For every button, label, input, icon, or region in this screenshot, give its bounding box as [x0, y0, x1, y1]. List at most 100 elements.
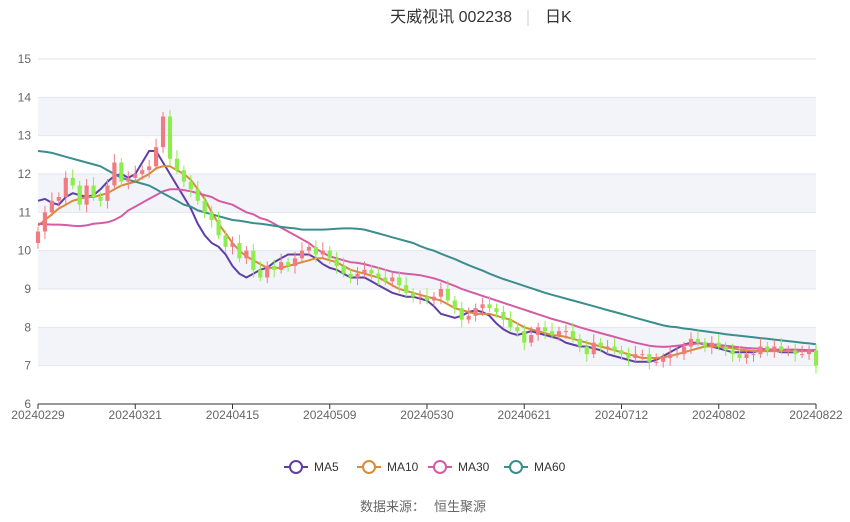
candle-body: [723, 346, 728, 351]
chart-period[interactable]: 日K: [545, 9, 572, 26]
candle-body: [404, 285, 409, 293]
candle-body: [480, 304, 485, 309]
candle-body: [133, 174, 138, 178]
y-tick-label: 9: [24, 282, 31, 296]
candle-body: [91, 185, 96, 197]
candle-body: [341, 266, 346, 274]
y-tick-label: 13: [18, 129, 32, 143]
candle-body: [306, 246, 311, 251]
candle-body: [668, 354, 673, 358]
grid-band: [38, 97, 816, 136]
candle-body: [598, 342, 603, 347]
candle-body: [612, 346, 617, 351]
candle-body: [279, 262, 284, 270]
candle-body: [369, 269, 374, 274]
candle-body: [758, 346, 763, 355]
grid: 6 7 8 9 10 11 12 13 14 15: [18, 52, 816, 411]
candle-body: [633, 354, 638, 358]
candle-body: [577, 338, 582, 347]
candle-body: [84, 185, 89, 205]
candle-body: [765, 346, 770, 351]
candle-body: [674, 354, 680, 356]
legend[interactable]: MA5 MA10 MA30 MA60: [284, 460, 566, 474]
candle-body: [806, 350, 812, 355]
legend-marker-ma10: [362, 460, 376, 474]
candle-body: [772, 346, 777, 351]
x-tick-label: 20240802: [692, 408, 746, 422]
y-tick-label: 10: [18, 244, 32, 258]
candle-body: [244, 250, 249, 259]
candle-body: [515, 327, 520, 332]
candle-body: [549, 331, 555, 335]
candle-body: [327, 250, 332, 259]
candle-body: [813, 350, 819, 366]
y-tick-label: 15: [18, 52, 32, 66]
legend-marker-ma30: [433, 460, 447, 474]
legend-label-ma10: MA10: [387, 460, 419, 474]
candle-body: [494, 308, 499, 312]
candle-body: [35, 231, 41, 243]
candle-body: [216, 220, 221, 236]
candle-body: [265, 266, 270, 278]
candle-body: [355, 273, 360, 278]
candle-body: [147, 166, 152, 171]
candle-body: [681, 346, 687, 355]
candle-body: [119, 162, 124, 182]
candle-body: [730, 350, 735, 355]
y-tick-label: 12: [18, 167, 32, 181]
candle-body: [709, 342, 714, 347]
chart-title: 天威视讯 002238: [390, 8, 512, 26]
candle-body: [793, 350, 798, 355]
candle-body: [209, 212, 214, 220]
candle-body: [272, 266, 277, 270]
candle-body: [126, 177, 131, 182]
ma-line-ma60: [37, 150, 817, 346]
candle-body: [779, 346, 784, 351]
candle-body: [800, 354, 805, 356]
source-label: 数据来源：: [360, 499, 425, 514]
x-tick-label: 20240229: [11, 408, 65, 422]
candle-body: [56, 197, 61, 201]
candle-body: [744, 354, 749, 358]
candle-body: [313, 246, 318, 255]
candle-body: [466, 315, 471, 320]
legend-marker-ma5: [289, 460, 303, 474]
x-tick-label: 20240321: [109, 408, 163, 422]
candle-body: [570, 331, 575, 339]
candle-body: [397, 277, 402, 286]
candle-body: [431, 296, 437, 301]
source-name: 恒生聚源: [434, 499, 486, 514]
candle-body: [195, 189, 200, 201]
candle-body: [508, 319, 513, 328]
candle-body: [501, 312, 506, 320]
candle-body: [522, 331, 527, 343]
candle-body: [174, 158, 180, 171]
candle-body: [63, 177, 68, 197]
grid-band: [38, 250, 816, 289]
candle-body: [112, 162, 117, 186]
candle-body: [640, 354, 645, 356]
candle-body: [536, 327, 541, 335]
y-tick-label: 8: [24, 320, 31, 334]
candle-body: [605, 346, 610, 348]
candle-body: [445, 289, 450, 301]
candle-body: [362, 269, 367, 274]
candle-body: [258, 269, 263, 278]
candle-body: [49, 200, 54, 213]
candle-body: [98, 197, 103, 201]
candle-body: [188, 181, 193, 190]
candle-body: [390, 277, 395, 282]
candle-body: [230, 243, 235, 247]
legend-label-ma60: MA60: [534, 460, 566, 474]
candle-body: [140, 170, 145, 174]
candle-body: [688, 338, 694, 347]
candle-body: [452, 300, 457, 309]
candle-body: [154, 147, 159, 167]
ma-line-ma30: [37, 188, 817, 353]
grid-band: [38, 174, 816, 213]
candle-body: [716, 342, 721, 347]
candle-body: [438, 289, 443, 297]
grid-band: [38, 327, 816, 366]
